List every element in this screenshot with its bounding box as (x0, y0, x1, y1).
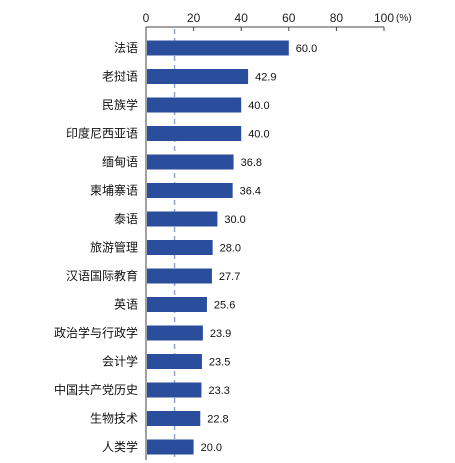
value-label: 25.6 (214, 300, 235, 312)
value-label: 28.0 (220, 243, 241, 255)
category-label: 旅游管理 (90, 240, 138, 255)
category-label: 法语 (114, 41, 138, 55)
bar (147, 325, 203, 341)
category-label: 会计学 (102, 354, 138, 369)
bar (147, 382, 202, 398)
value-label: 20.0 (201, 442, 222, 454)
bar (147, 439, 194, 455)
value-label: 60.0 (296, 43, 317, 55)
bars-group (147, 40, 289, 455)
category-label: 人类学 (102, 439, 138, 454)
bar (147, 97, 242, 113)
bar (147, 354, 202, 369)
bar (147, 69, 249, 84)
bar (147, 297, 207, 312)
value-label: 23.9 (210, 328, 231, 340)
value-label: 36.4 (240, 186, 261, 198)
x-tick-label: 100 (374, 11, 394, 25)
value-label: 40.0 (248, 129, 269, 141)
value-label: 22.8 (207, 414, 228, 426)
value-label: 42.9 (255, 72, 276, 84)
value-labels-group: 60.0 42.9 40.0 40.0 36.8 36.4 30.0 28.0 27.7 25.6… (201, 43, 318, 454)
category-label: 民族学 (102, 97, 138, 112)
category-label: 缅甸语 (102, 155, 138, 169)
unit-label: (%) (396, 13, 412, 24)
x-tick-label: 40 (235, 11, 249, 25)
category-label: 生物技术 (90, 412, 138, 426)
bar (147, 183, 233, 198)
bar (147, 211, 218, 227)
category-label: 泰语 (114, 212, 138, 226)
category-label: 英语 (114, 298, 138, 312)
bar (147, 154, 234, 170)
category-label: 老挝语 (102, 70, 138, 84)
x-axis: 0 20 40 60 80 100 (%) (143, 11, 412, 460)
x-tick-label: 20 (187, 11, 201, 25)
value-label: 30.0 (224, 214, 245, 226)
category-label: 柬埔寨语 (90, 183, 138, 198)
bar (147, 411, 201, 426)
x-tick-label: 80 (330, 11, 344, 25)
bar (147, 240, 213, 255)
value-label: 23.3 (208, 385, 229, 397)
category-label: 印度尼西亚语 (66, 126, 138, 141)
category-label: 汉语国际教育 (66, 268, 138, 283)
category-labels-group: 法语老挝语民族学印度尼西亚语缅甸语柬埔寨语泰语旅游管理汉语国际教育英语政治学与行… (54, 41, 138, 454)
value-label: 40.0 (248, 100, 269, 112)
value-label: 36.8 (241, 157, 262, 169)
value-label: 27.7 (219, 271, 240, 283)
bar (147, 40, 289, 56)
bar (147, 268, 212, 284)
category-label: 中国共产党历史 (54, 382, 138, 397)
value-label: 23.5 (209, 357, 230, 369)
x-tick-label: 0 (143, 11, 150, 25)
x-tick-label: 60 (282, 11, 296, 25)
category-label: 政治学与行政学 (54, 325, 138, 340)
bar (147, 126, 242, 141)
